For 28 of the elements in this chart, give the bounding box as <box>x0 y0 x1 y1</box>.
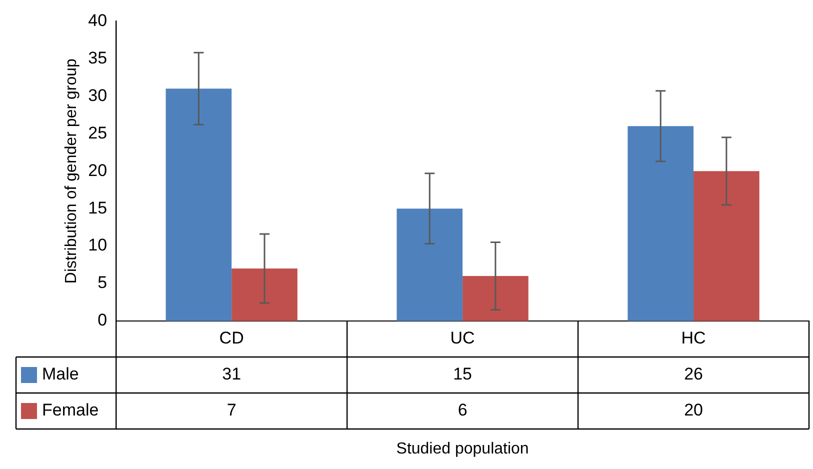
y-tick-label: 35 <box>88 48 108 68</box>
data-label: 20 <box>684 400 703 420</box>
y-tick-label: 10 <box>88 236 108 255</box>
y-tick-label: 25 <box>88 123 108 142</box>
y-axis-title: Distribution of gender per group <box>63 58 80 284</box>
data-label: 7 <box>226 400 236 420</box>
legend-label: Male <box>42 364 79 384</box>
bar <box>462 276 528 321</box>
bar <box>396 208 463 321</box>
y-tick-label: 0 <box>98 310 108 330</box>
data-label: 31 <box>222 364 242 384</box>
data-label: 6 <box>458 400 468 420</box>
x-tick-label: HC <box>681 328 706 348</box>
data-label: 15 <box>453 364 472 384</box>
y-tick-label: 40 <box>88 10 108 30</box>
y-tick-label: 30 <box>88 86 108 105</box>
bar <box>166 88 232 321</box>
text: Studied population <box>396 440 529 458</box>
y-tick-label: 5 <box>98 273 108 292</box>
x-tick-label: UC <box>450 328 475 348</box>
bar <box>232 268 298 321</box>
legend-label: Female <box>42 400 99 420</box>
bar <box>628 126 694 321</box>
bar <box>694 171 760 321</box>
data-label: 26 <box>684 364 703 384</box>
x-tick-label: CD <box>219 328 244 348</box>
y-tick-label: 20 <box>88 160 108 180</box>
y-tick-label: 15 <box>88 198 108 218</box>
